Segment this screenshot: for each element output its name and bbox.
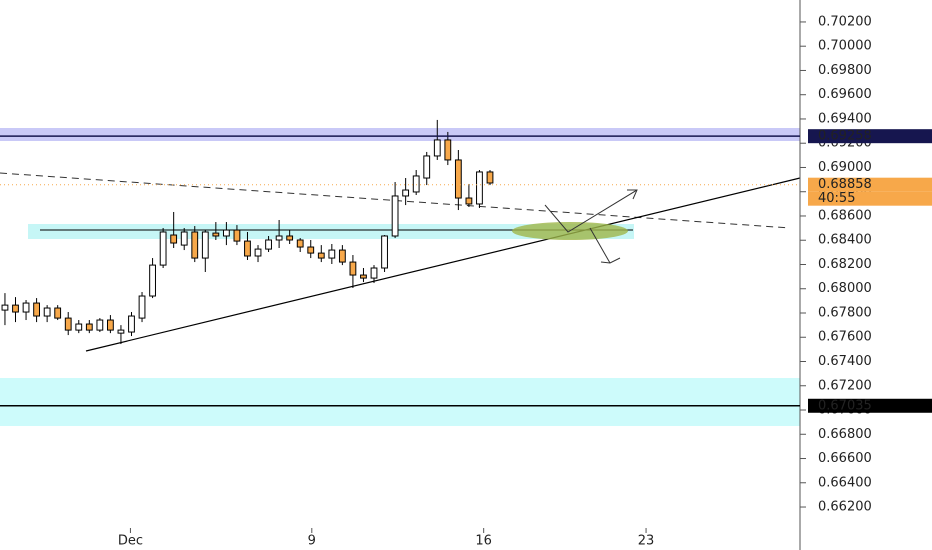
price-label-box bbox=[808, 177, 932, 192]
countdown-label: 40:55 bbox=[818, 191, 855, 206]
y-tick-label: 0.69800 bbox=[818, 63, 872, 78]
candle-body bbox=[307, 246, 315, 254]
candle-body bbox=[117, 329, 125, 334]
candle-body bbox=[402, 189, 410, 197]
candle-body bbox=[138, 295, 146, 319]
candle-body bbox=[444, 139, 452, 161]
price-label-box bbox=[808, 129, 932, 144]
arrow-head bbox=[600, 257, 621, 264]
candle-body bbox=[338, 249, 346, 263]
candle-body bbox=[486, 171, 494, 184]
candle-body bbox=[222, 229, 230, 237]
candle-body bbox=[233, 229, 241, 242]
candle-body bbox=[159, 231, 167, 266]
candle-body bbox=[370, 267, 378, 279]
candle-body bbox=[1, 304, 9, 311]
candle-body bbox=[254, 248, 262, 257]
candle-body bbox=[128, 315, 135, 333]
demand-zone bbox=[0, 378, 800, 426]
candle-body bbox=[412, 175, 420, 193]
y-tick-label: 0.69400 bbox=[818, 111, 872, 126]
y-tick-label: 0.70200 bbox=[818, 14, 872, 29]
y-tick-label: 0.66600 bbox=[818, 451, 872, 466]
projection-arrow bbox=[544, 189, 638, 233]
candle-body bbox=[201, 231, 209, 259]
x-tick-label: 9 bbox=[308, 534, 316, 549]
candle-body bbox=[43, 307, 51, 317]
candle-body bbox=[476, 171, 483, 205]
y-tick-label: 0.68600 bbox=[818, 208, 872, 223]
candle-body bbox=[296, 239, 304, 248]
x-tick-label: 23 bbox=[638, 534, 655, 549]
candle-body bbox=[360, 274, 367, 279]
candle-body bbox=[106, 319, 114, 331]
y-tick-label: 0.68400 bbox=[818, 233, 872, 248]
price-label: 0.67035 bbox=[818, 398, 872, 413]
candle-body bbox=[275, 235, 283, 241]
y-tick-label: 0.66400 bbox=[818, 475, 872, 490]
candle-body bbox=[64, 317, 72, 331]
x-tick-label: 16 bbox=[475, 534, 492, 549]
candle-body bbox=[391, 195, 399, 237]
price-label: 0.69258 bbox=[818, 129, 872, 144]
candle-body bbox=[349, 261, 357, 276]
candle-body bbox=[381, 235, 388, 269]
y-tick-label: 0.70000 bbox=[818, 39, 872, 54]
candle-body bbox=[191, 231, 199, 259]
candle-body bbox=[465, 197, 473, 205]
candle-body bbox=[12, 304, 19, 313]
projection-arrow bbox=[589, 227, 611, 264]
candle-body bbox=[170, 234, 178, 244]
resistance-zone bbox=[0, 128, 800, 141]
y-tick-label: 0.67200 bbox=[818, 378, 872, 393]
candle-body bbox=[212, 232, 220, 237]
candle-body bbox=[96, 319, 104, 331]
candle-body bbox=[22, 302, 30, 313]
countdown-box bbox=[808, 191, 932, 206]
candle-body bbox=[317, 252, 325, 259]
candle-body bbox=[149, 264, 156, 297]
y-tick-label: 0.67600 bbox=[818, 330, 872, 345]
candle-body bbox=[180, 231, 188, 246]
y-tick-label: 0.68000 bbox=[818, 281, 872, 296]
x-tick-label: Dec bbox=[118, 534, 143, 549]
candle-body bbox=[75, 323, 83, 331]
arrow-head bbox=[627, 189, 638, 200]
candle-body bbox=[244, 240, 251, 257]
trend-line bbox=[85, 177, 801, 352]
candle-body bbox=[423, 155, 431, 179]
candle-body bbox=[265, 239, 272, 250]
y-tick-label: 0.69000 bbox=[818, 160, 872, 175]
y-tick-label: 0.67800 bbox=[818, 305, 872, 320]
candle-body bbox=[454, 159, 462, 199]
candle-body bbox=[54, 307, 62, 319]
candle-body bbox=[85, 323, 93, 331]
y-tick-label: 0.69600 bbox=[818, 87, 872, 102]
y-tick-label: 0.68200 bbox=[818, 257, 872, 272]
y-tick-label: 0.66800 bbox=[818, 427, 872, 442]
y-tick-label: 0.67400 bbox=[818, 354, 872, 369]
candle-body bbox=[33, 302, 40, 317]
candle-body bbox=[286, 235, 294, 241]
candle-body bbox=[328, 249, 336, 259]
support-zone bbox=[28, 224, 634, 239]
y-tick-label: 0.66200 bbox=[818, 500, 872, 515]
price-label-box bbox=[808, 398, 932, 413]
price-label: 0.68858 bbox=[818, 177, 872, 192]
candle-body bbox=[433, 139, 441, 157]
